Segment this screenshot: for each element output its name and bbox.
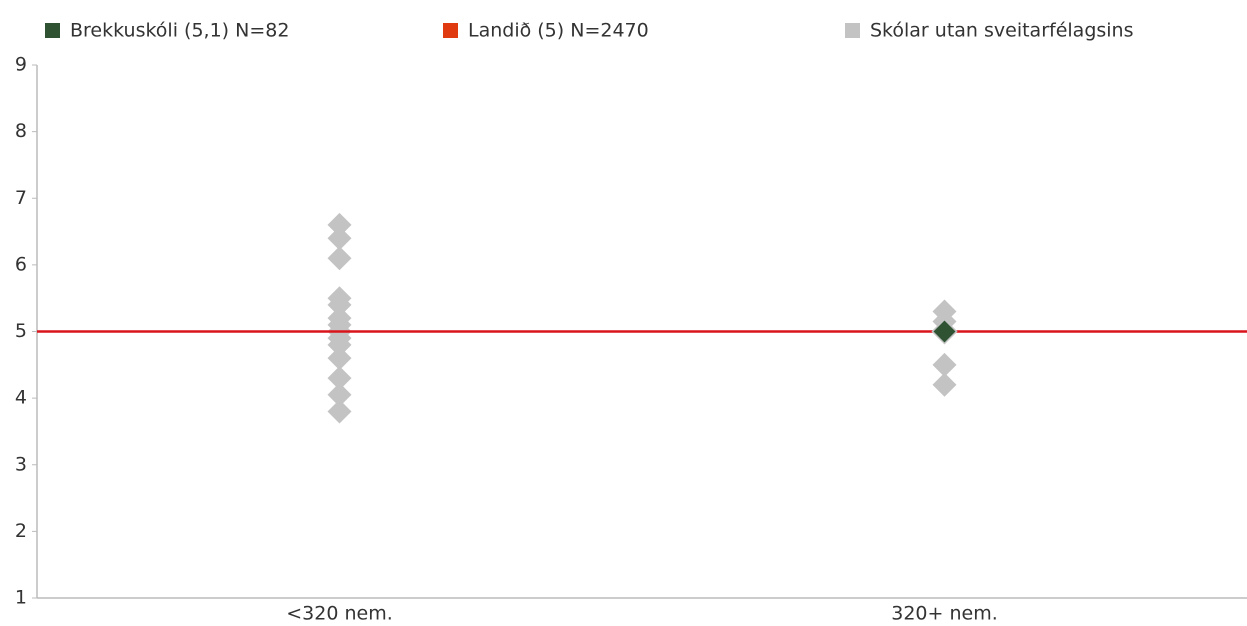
- point: [932, 372, 957, 397]
- y-tick-label: 1: [15, 587, 27, 609]
- point: [931, 318, 958, 345]
- legend-label: Skólar utan sveitarfélagsins: [870, 20, 1134, 42]
- legend-label: Brekkuskóli (5,1) N=82: [70, 20, 289, 42]
- x-tick-label: 320+ nem.: [891, 603, 998, 625]
- legend-swatch: [443, 23, 458, 38]
- point: [327, 399, 352, 424]
- point: [327, 226, 352, 251]
- point: [327, 292, 352, 317]
- legend-swatch: [845, 23, 860, 38]
- point: [327, 346, 352, 371]
- point: [327, 366, 352, 391]
- point: [932, 352, 957, 377]
- point: [327, 332, 352, 357]
- legend-label: Landið (5) N=2470: [468, 20, 649, 42]
- point: [327, 382, 352, 407]
- x-tick-label: <320 nem.: [286, 603, 393, 625]
- y-tick-label: 8: [15, 120, 27, 142]
- y-tick-label: 3: [15, 453, 27, 475]
- point: [327, 246, 352, 271]
- point: [327, 212, 352, 237]
- y-tick-label: 5: [15, 320, 27, 342]
- y-tick-label: 4: [15, 387, 27, 409]
- y-tick-label: 6: [15, 253, 27, 275]
- y-tick-label: 9: [15, 54, 27, 76]
- y-tick-label: 2: [15, 520, 27, 542]
- y-tick-label: 7: [15, 187, 27, 209]
- legend-swatch: [45, 23, 60, 38]
